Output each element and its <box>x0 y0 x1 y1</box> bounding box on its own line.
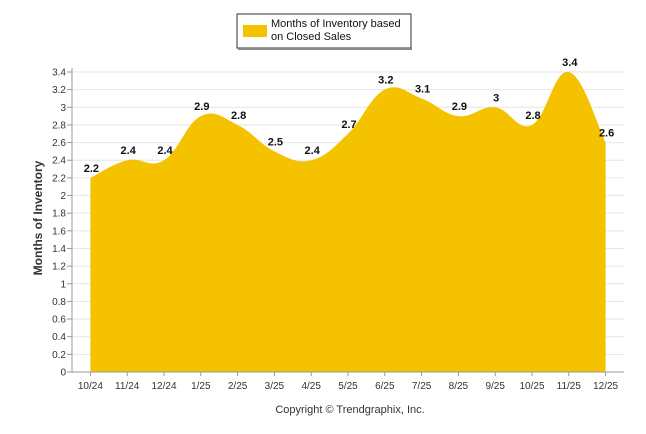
x-tick-label: 1/25 <box>191 381 211 392</box>
data-labels: 2.2 2.4 2.4 2.9 2.8 2.5 2.4 2.7 3.2 3.1 2.9 3 2.8 3.4… <box>84 57 614 175</box>
y-tick-label: 2 <box>60 191 66 202</box>
axes <box>71 68 624 376</box>
x-tick-label: 2/25 <box>228 381 248 392</box>
data-label: 3.4 <box>562 57 578 69</box>
data-label: 2.8 <box>231 110 246 122</box>
data-label: 2.8 <box>525 110 540 122</box>
area-series <box>90 71 606 372</box>
x-tick-label: 5/25 <box>338 381 358 392</box>
data-label: 3.1 <box>415 83 430 95</box>
x-tick-label: 7/25 <box>412 381 432 392</box>
x-tick-label: 12/25 <box>593 381 618 392</box>
y-tick-label: 0.6 <box>52 315 66 326</box>
y-tick-label: 1.2 <box>52 262 66 273</box>
y-tick-label: 1.4 <box>52 244 66 255</box>
y-tick-label: 3.2 <box>52 85 66 96</box>
data-label: 2.6 <box>599 128 614 140</box>
y-tick-label: 3.4 <box>52 68 66 79</box>
data-label: 2.9 <box>194 101 209 113</box>
x-tick-label: 11/25 <box>557 381 582 392</box>
y-tick-label: 3 <box>60 103 66 114</box>
x-tick-label: 3/25 <box>265 381 285 392</box>
data-label: 2.4 <box>305 145 321 157</box>
y-tick-label: 2.6 <box>52 138 66 149</box>
y-tick-label: 0.2 <box>52 350 66 361</box>
y-tick-label: 0 <box>60 368 66 379</box>
copyright-footer: Copyright © Trendgraphix, Inc. <box>275 404 424 416</box>
legend-line-1: Months of Inventory based <box>271 18 401 30</box>
y-tick-label: 1.6 <box>52 226 66 237</box>
data-label: 3.2 <box>378 75 393 87</box>
data-label: 2.5 <box>268 136 283 148</box>
y-tick-label: 2.8 <box>52 120 66 131</box>
y-axis-title: Months of Inventory <box>31 160 45 275</box>
y-tick-label: 0.8 <box>52 297 66 308</box>
x-tick-label: 4/25 <box>301 381 321 392</box>
data-label: 2.2 <box>84 163 99 175</box>
x-tick-label: 12/24 <box>151 381 176 392</box>
y-tick-label: 0.4 <box>52 332 66 343</box>
x-tick-label: 10/24 <box>78 381 103 392</box>
x-tick-label: 10/25 <box>519 381 544 392</box>
data-label: 2.7 <box>341 119 356 131</box>
y-tick-labels: 0 0.2 0.4 0.6 0.8 1 1.2 1.4 1.6 1.8 2 2.2 2.4 2.6 2.8 3… <box>52 68 66 379</box>
y-tick-label: 1.8 <box>52 209 66 220</box>
x-tick-labels: 10/24 11/24 12/24 1/25 2/25 3/25 4/25 5/25 6/25 7… <box>78 381 619 392</box>
y-tick-label: 2.2 <box>52 173 66 184</box>
data-label: 2.4 <box>121 145 137 157</box>
x-tick-label: 6/25 <box>375 381 395 392</box>
data-label: 2.4 <box>157 145 173 157</box>
legend: Months of Inventory based on Closed Sale… <box>236 13 412 50</box>
legend-line-2: on Closed Sales <box>271 31 352 43</box>
x-tick-label: 9/25 <box>485 381 505 392</box>
x-tick-label: 8/25 <box>449 381 469 392</box>
y-tick-label: 2.4 <box>52 156 66 167</box>
x-tick-label: 11/24 <box>115 381 140 392</box>
data-label: 3 <box>493 92 499 104</box>
data-label: 2.9 <box>452 101 467 113</box>
area-path <box>90 71 606 372</box>
y-tick-label: 1 <box>60 279 66 290</box>
legend-swatch <box>243 25 267 37</box>
